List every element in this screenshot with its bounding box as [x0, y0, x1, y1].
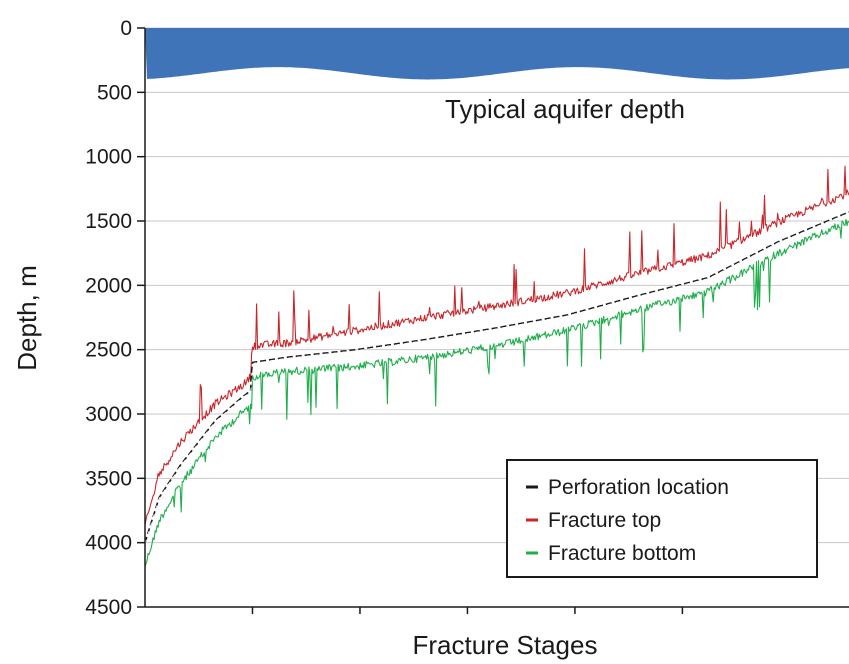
y-tick-label: 3500 — [85, 467, 132, 490]
y-tick-label: 500 — [97, 81, 132, 104]
y-tick-label: 2500 — [85, 339, 132, 362]
perforation-location-line — [144, 211, 849, 543]
x-axis-title: Fracture Stages — [413, 630, 598, 660]
y-tick-label: 3000 — [85, 403, 132, 426]
aquifer-fill — [145, 28, 849, 80]
legend-label-fracture-bottom: Fracture bottom — [548, 542, 696, 565]
fracture-top-line — [144, 165, 849, 526]
axes: 0 500 1000 1500 2000 2500 3000 3500 4000 4500 — [85, 17, 849, 619]
y-tick-label: 0 — [120, 17, 132, 40]
y-tick-label: 2000 — [85, 274, 132, 297]
y-axis-title: Depth, m — [12, 265, 42, 371]
y-tick-label: 1000 — [85, 146, 132, 169]
aquifer-label: Typical aquifer depth — [445, 94, 685, 124]
legend-label-perforation-location: Perforation location — [548, 476, 729, 499]
legend-label-fracture-top: Fracture top — [548, 509, 661, 532]
y-tick-label: 4000 — [85, 532, 132, 555]
perforation-highlight — [144, 212, 849, 544]
y-tick-label: 4500 — [85, 596, 132, 619]
legend-box — [506, 459, 818, 578]
fracture-bottom-line — [144, 218, 849, 568]
y-tick-label: 1500 — [85, 210, 132, 233]
series-layer — [144, 165, 849, 568]
aquifer-band — [145, 28, 849, 80]
legend: Perforation location Fracture top Fracture… — [506, 459, 818, 578]
